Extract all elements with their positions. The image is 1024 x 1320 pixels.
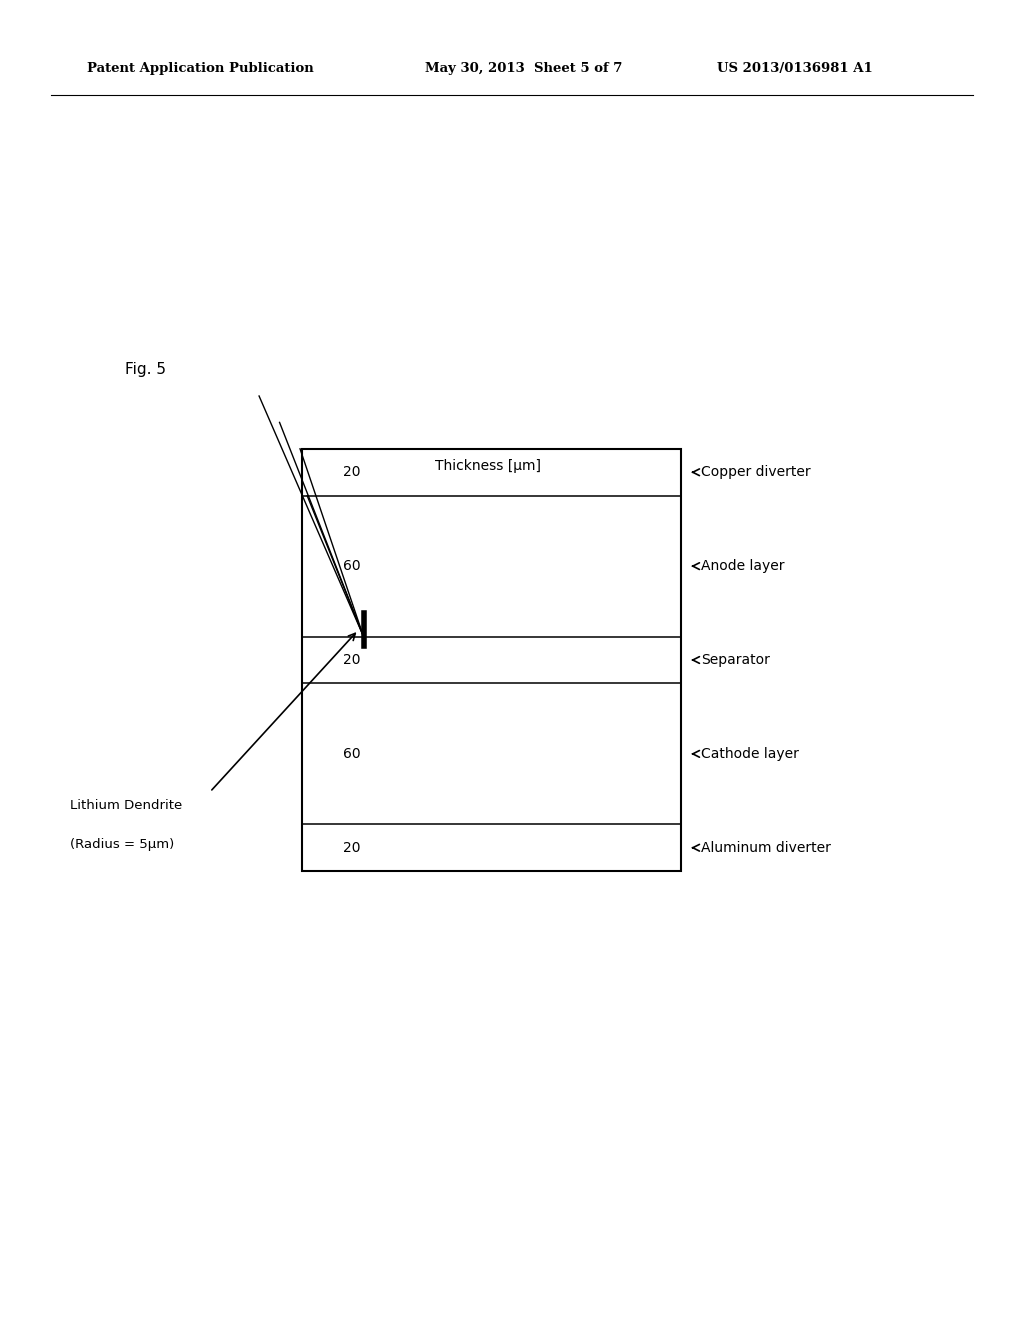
Text: 60: 60 <box>343 560 360 573</box>
Text: 20: 20 <box>343 841 360 855</box>
Text: Thickness [μm]: Thickness [μm] <box>435 459 542 474</box>
Text: 20: 20 <box>343 465 360 479</box>
Text: 20: 20 <box>343 653 360 667</box>
Text: Separator: Separator <box>701 653 770 667</box>
Text: May 30, 2013  Sheet 5 of 7: May 30, 2013 Sheet 5 of 7 <box>425 62 623 75</box>
Text: Anode layer: Anode layer <box>701 560 785 573</box>
Text: Cathode layer: Cathode layer <box>701 747 800 760</box>
Text: Aluminum diverter: Aluminum diverter <box>701 841 831 855</box>
Text: Copper diverter: Copper diverter <box>701 465 811 479</box>
Bar <box>302 449 681 871</box>
Text: 60: 60 <box>343 747 360 760</box>
Text: Patent Application Publication: Patent Application Publication <box>87 62 313 75</box>
Text: Fig. 5: Fig. 5 <box>125 362 166 378</box>
Text: (Radius = 5μm): (Radius = 5μm) <box>70 838 174 851</box>
Text: US 2013/0136981 A1: US 2013/0136981 A1 <box>717 62 872 75</box>
Text: Lithium Dendrite: Lithium Dendrite <box>70 799 182 812</box>
